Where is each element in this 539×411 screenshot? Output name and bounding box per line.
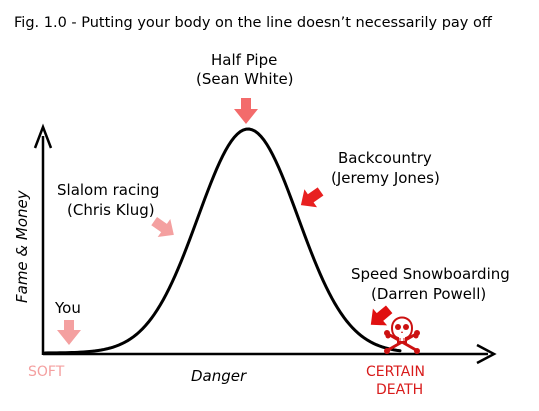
slalom-rider: (Chris Klug) [67, 201, 155, 219]
x-axis-end-label-line2: DEATH [376, 382, 423, 398]
axes [33, 123, 497, 365]
bell-curve [43, 127, 402, 355]
you-arrow-icon [57, 320, 81, 345]
y-axis-label: Fame & Money [13, 189, 31, 303]
x-axis-arrowhead [476, 343, 497, 365]
slalom-arrow-icon [151, 217, 174, 238]
backcountry-arrow-icon [300, 187, 324, 208]
annotation-you: You [54, 299, 81, 345]
x-axis-label: Danger [191, 367, 247, 385]
skull-crossbones-icon [384, 316, 420, 354]
annotation-backcountry: Backcountry (Jeremy Jones) [300, 149, 440, 208]
annotation-half-pipe: Half Pipe (Sean White) [196, 51, 294, 124]
backcountry-rider: (Jeremy Jones) [331, 169, 440, 187]
speed-arrow-icon [370, 305, 393, 326]
half-pipe-arrow-icon [234, 98, 258, 124]
half-pipe-rider: (Sean White) [196, 70, 294, 88]
speed-label: Speed Snowboarding [351, 265, 510, 283]
y-axis-arrowhead [33, 123, 53, 149]
annotation-slalom: Slalom racing (Chris Klug) [57, 181, 174, 238]
figure-caption: Fig. 1.0 - Putting your body on the line… [14, 15, 493, 31]
x-axis-end-label-line1: CERTAIN [366, 364, 425, 380]
half-pipe-label: Half Pipe [211, 51, 277, 69]
annotation-speed-snowboarding: Speed Snowboarding (Darren Powell) [351, 265, 510, 326]
you-label: You [54, 299, 81, 317]
speed-rider: (Darren Powell) [371, 285, 486, 303]
x-axis-start-label: SOFT [28, 364, 65, 380]
backcountry-label: Backcountry [338, 149, 432, 167]
slalom-label: Slalom racing [57, 181, 159, 199]
